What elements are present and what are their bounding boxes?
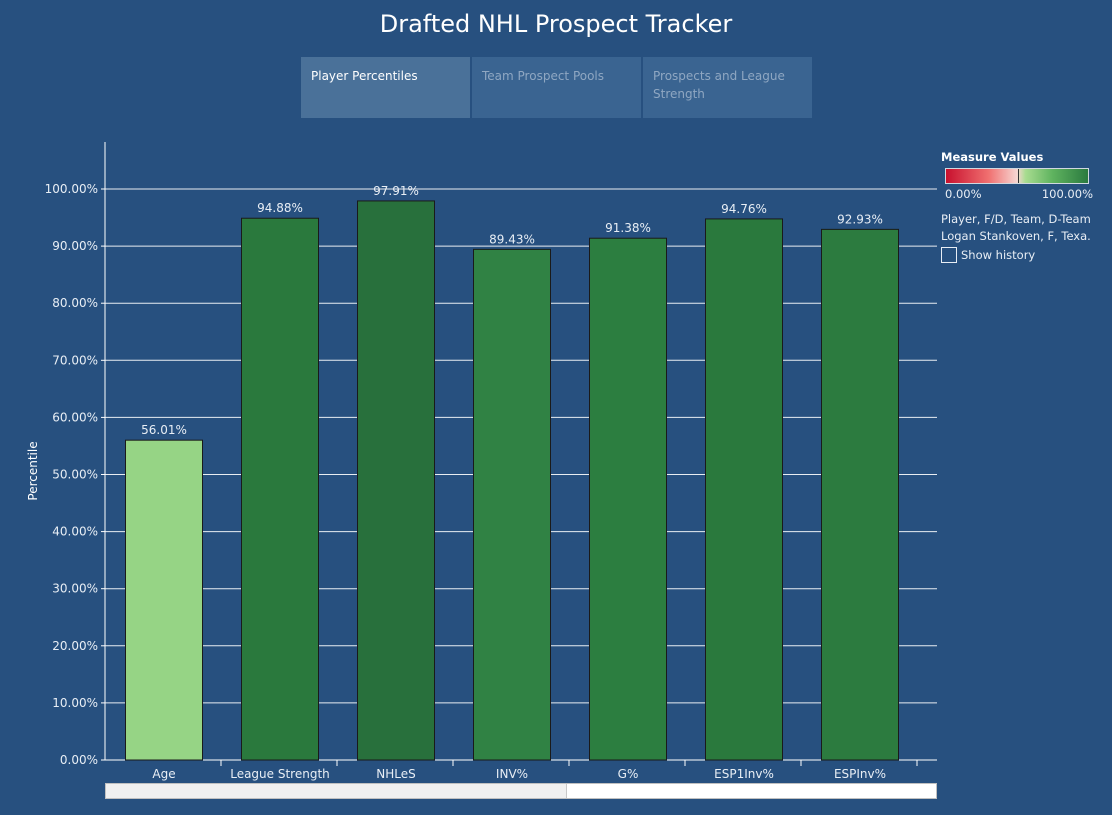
y-tick-label: 70.00% bbox=[52, 353, 98, 367]
tab-bar: Player Percentiles Team Prospect Pools P… bbox=[301, 57, 814, 118]
x-tick-label: League Strength bbox=[230, 767, 330, 781]
color-scale-gradient bbox=[945, 168, 1089, 184]
detail-value: Logan Stankoven, F, Texa.. bbox=[941, 229, 1091, 243]
bar bbox=[705, 218, 783, 761]
x-tick-label: G% bbox=[618, 767, 639, 781]
y-tick-label: 30.00% bbox=[52, 582, 98, 596]
bar-data-label: 89.43% bbox=[489, 232, 535, 246]
y-tick-label: 80.00% bbox=[52, 296, 98, 310]
legend-panel: Measure Values 0.00% 100.00% Player, F/D… bbox=[941, 150, 1101, 263]
show-history-label: Show history bbox=[961, 248, 1036, 262]
bar-data-label: 97.91% bbox=[373, 184, 419, 198]
bar bbox=[821, 228, 899, 761]
y-tick-label: 40.00% bbox=[52, 525, 98, 539]
y-tick-label: 100.00% bbox=[45, 182, 98, 196]
tab-player-percentiles[interactable]: Player Percentiles bbox=[301, 57, 470, 118]
show-history-checkbox[interactable] bbox=[941, 247, 957, 263]
y-tick-label: 10.00% bbox=[52, 696, 98, 710]
bar-data-label: 56.01% bbox=[141, 423, 187, 437]
legend-max-label: 100.00% bbox=[1041, 187, 1093, 201]
x-tick-label: Age bbox=[152, 767, 175, 781]
bar-data-label: 94.88% bbox=[257, 201, 303, 215]
bar bbox=[589, 237, 667, 761]
tab-prospects-league-strength[interactable]: Prospects and League Strength bbox=[643, 57, 812, 118]
scrollbar-thumb[interactable] bbox=[106, 784, 567, 798]
y-axis-label: Percentile bbox=[26, 441, 40, 500]
bar bbox=[241, 217, 319, 761]
x-tick-label: ESPInv% bbox=[834, 767, 886, 781]
x-tick-label: INV% bbox=[496, 767, 528, 781]
bar-data-label: 92.93% bbox=[837, 212, 883, 226]
bar-data-label: 91.38% bbox=[605, 221, 651, 235]
bar bbox=[125, 439, 203, 761]
detail-header: Player, F/D, Team, D-Team bbox=[941, 212, 1091, 226]
y-tick-label: 20.00% bbox=[52, 639, 98, 653]
y-tick-label: 0.00% bbox=[60, 753, 98, 767]
tab-team-prospect-pools[interactable]: Team Prospect Pools bbox=[472, 57, 641, 118]
legend-min-label: 0.00% bbox=[945, 187, 982, 201]
show-history-toggle[interactable]: Show history bbox=[941, 247, 1101, 263]
bar bbox=[357, 200, 435, 761]
legend-title: Measure Values bbox=[941, 150, 1044, 164]
x-tick-label: NHLeS bbox=[376, 767, 415, 781]
y-tick-label: 90.00% bbox=[52, 239, 98, 253]
y-tick-label: 60.00% bbox=[52, 410, 98, 424]
page-title: Drafted NHL Prospect Tracker bbox=[379, 10, 733, 38]
bar bbox=[473, 248, 551, 761]
horizontal-scrollbar[interactable] bbox=[105, 783, 937, 799]
bar-data-label: 94.76% bbox=[721, 202, 767, 216]
y-tick-label: 50.00% bbox=[52, 468, 98, 482]
x-tick-label: ESP1Inv% bbox=[714, 767, 774, 781]
